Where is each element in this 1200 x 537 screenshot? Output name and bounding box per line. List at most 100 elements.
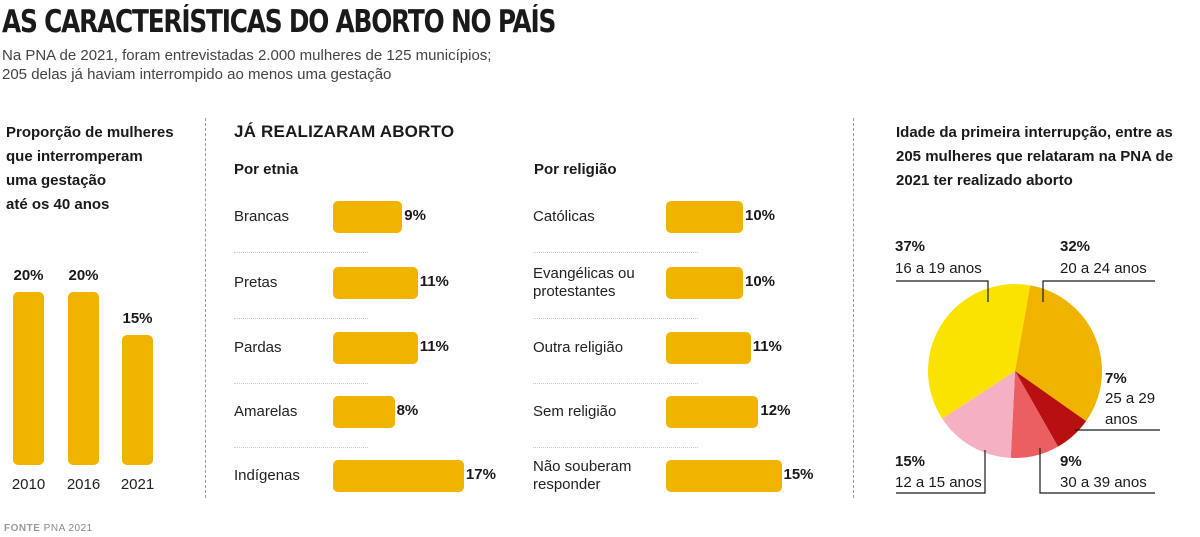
right-heading-line: Idade da primeira interrupção, entre as (896, 124, 1173, 141)
category-bar-value: 10% (745, 207, 776, 224)
right-heading-line: 2021 ter realizado aborto (896, 172, 1073, 189)
year-bar (13, 292, 44, 465)
divider-left (205, 118, 206, 498)
yearly-bar-chart: 20% 2010 20% 2016 15% 2021 (0, 0, 200, 537)
category-bar (333, 201, 403, 233)
category-label-line: Não souberam (533, 458, 632, 475)
pie-category-label: 30 a 39 anos (1060, 474, 1147, 491)
pie-category-label: 16 a 19 anos (895, 260, 982, 277)
category-bar-value: 11% (419, 338, 449, 355)
pie-slice (927, 283, 1031, 419)
left-panel-heading: Proporção de mulheres que interromperam … (6, 121, 174, 217)
pie-value-label: 15% (895, 453, 925, 470)
category-label: Indígenas (234, 467, 300, 485)
category-label: Pardas (234, 339, 282, 357)
category-bar (666, 460, 782, 492)
middle-panel-heading: JÁ REALIZARAM ABORTO (234, 122, 455, 141)
category-label: Pretas (234, 274, 277, 292)
row-separator (234, 318, 368, 319)
divider-right (853, 118, 854, 498)
category-label-line: Indígenas (234, 467, 300, 484)
right-panel-heading: Idade da primeira interrupção, entre as … (896, 121, 1173, 193)
category-label-line: responder (533, 476, 601, 493)
pie-slice (942, 371, 1015, 458)
source-note: FONTE PNA 2021 (4, 523, 93, 534)
year-label: 2016 (66, 476, 101, 493)
category-bar (666, 332, 751, 364)
left-heading-line: uma gestação (6, 172, 107, 189)
year-bar-value: 15% (122, 310, 153, 328)
row-separator (533, 447, 698, 448)
category-bar (333, 332, 418, 364)
category-label-line: Sem religião (533, 403, 617, 420)
pie-category-label: anos (1105, 411, 1138, 428)
year-bar (122, 335, 153, 465)
pie-category-label: 20 a 24 anos (1060, 260, 1147, 277)
category-bar (666, 267, 743, 299)
leader-line (1042, 280, 1155, 302)
category-label-line: Outra religião (533, 339, 624, 356)
subtitle-line-1: Na PNA de 2021, foram entrevistadas 2.00… (2, 47, 492, 64)
category-label: Brancas (234, 208, 289, 226)
category-bar-value: 8% (396, 402, 419, 419)
category-label: Evangélicas ou protestantes (533, 265, 635, 301)
category-bar-value: 9% (404, 207, 426, 224)
category-bar (333, 267, 418, 299)
leader-line (1039, 448, 1155, 494)
category-bar-value: 11% (419, 273, 449, 290)
category-label: Amarelas (234, 403, 297, 421)
year-bar-value: 20% (68, 267, 99, 284)
year-label: 2010 (11, 476, 46, 493)
pie-category-label: 12 a 15 anos (895, 474, 982, 491)
category-label: Sem religião (533, 403, 616, 421)
left-heading-line: Proporção de mulheres (6, 124, 174, 141)
pie-value-label: 7% (1105, 370, 1127, 387)
category-bar (666, 396, 759, 428)
horizontal-bar-charts: Brancas 9% Pretas 11% Pardas 11% Amarelas 8% Ind… (234, 201, 814, 494)
source-label: FONTE (4, 523, 41, 534)
category-bar-value: 15% (783, 466, 814, 483)
row-separator (234, 383, 368, 384)
category-label-line: protestantes (533, 283, 616, 300)
category-label-line: Evangélicas ou (533, 265, 635, 282)
category-label: Não souberam responder (533, 458, 631, 494)
category-bar (666, 201, 743, 233)
leader-line (896, 280, 989, 302)
row-separator (533, 383, 698, 384)
leader-line (896, 450, 986, 494)
row-separator (533, 318, 698, 319)
pie-slice (1015, 371, 1087, 447)
religion-heading: Por religião (534, 161, 617, 178)
pie-value-label: 37% (895, 238, 925, 255)
page-subtitle: Na PNA de 2021, foram entrevistadas 2.00… (2, 46, 491, 84)
pie-slice (1010, 371, 1058, 458)
category-bar-value: 11% (752, 338, 782, 355)
category-label-line: Pretas (234, 274, 278, 291)
subtitle-line-2: 205 delas já haviam interrompido ao meno… (2, 66, 392, 83)
pie-value-label: 32% (1060, 238, 1090, 255)
left-heading-line: até os 40 anos (6, 196, 110, 213)
category-bar-value: 12% (760, 402, 791, 419)
category-label-line: Amarelas (234, 403, 298, 420)
left-heading-line: que interromperam (6, 148, 143, 165)
category-label-line: Brancas (234, 208, 290, 225)
pie-slice (1015, 285, 1102, 422)
year-bar (68, 292, 99, 465)
category-bar (333, 396, 395, 428)
right-heading-line: 205 mulheres que relataram na PNA de (896, 148, 1174, 165)
category-label: Católicas (533, 208, 595, 226)
row-separator (234, 447, 368, 448)
pie-value-label: 9% (1060, 453, 1082, 470)
ethnicity-heading: Por etnia (234, 161, 299, 178)
category-label-line: Católicas (533, 208, 595, 225)
page-title: AS CARACTERÍSTICAS DO ABORTO NO PAÍS (2, 4, 556, 40)
category-bar-value: 10% (745, 273, 776, 290)
pie-category-label: 25 a 29 (1105, 390, 1155, 407)
source-text: PNA 2021 (43, 523, 93, 534)
row-separator (533, 252, 698, 253)
year-label: 2021 (120, 476, 155, 493)
category-label-line: Pardas (234, 339, 282, 356)
category-bar-value: 17% (465, 466, 496, 483)
row-separator (234, 252, 368, 253)
